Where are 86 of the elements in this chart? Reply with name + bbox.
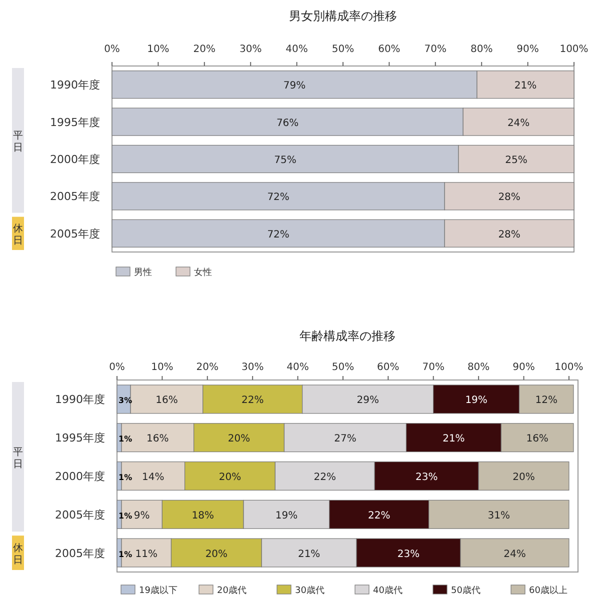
y-tick-label: 1990年度 [50, 78, 100, 92]
data-label: 31% [488, 510, 510, 522]
x-tick-label: 30% [241, 362, 264, 373]
y-tick-label: 2000年度 [55, 470, 105, 483]
data-label: 25% [505, 155, 528, 166]
data-label: 19% [275, 510, 298, 522]
legend-label: 40歳代 [373, 585, 402, 596]
text: 平日 [13, 446, 23, 470]
y-tick-label: 2005年度 [50, 190, 100, 204]
data-label: 11% [135, 548, 158, 560]
text: 休日 [13, 223, 23, 246]
x-tick-label: 0% [104, 44, 120, 55]
chart-title: 男女別構成率の推移 [289, 9, 397, 23]
x-tick-label: 70% [422, 362, 444, 373]
x-tick-label: 0% [109, 362, 125, 373]
legend-label: 19歳以下 [139, 585, 178, 596]
x-tick-label: 80% [470, 44, 493, 55]
x-tick-label: 90% [512, 362, 535, 373]
text: 休日 [13, 542, 23, 566]
x-tick-label: 70% [424, 44, 447, 55]
x-tick-label: 100% [560, 44, 588, 55]
data-label: 20% [228, 434, 250, 445]
text: 平日 [13, 130, 23, 154]
data-label: 20% [218, 472, 242, 483]
data-label: 23% [415, 472, 438, 483]
x-tick-label: 40% [286, 44, 308, 55]
data-label: 24% [507, 118, 530, 129]
data-label: 1% [118, 473, 132, 482]
legend-label: 女性 [194, 267, 212, 278]
y-tick-label: 2000年度 [50, 153, 100, 166]
x-tick-label: 20% [193, 44, 216, 55]
data-label: 19% [465, 395, 488, 406]
y-tick-label: 1990年度 [55, 393, 105, 406]
legend-label: 20歳代 [217, 585, 246, 596]
data-label: 22% [314, 472, 336, 483]
data-label: 20% [205, 548, 228, 560]
data-label: 28% [498, 229, 520, 240]
y-tick-label: 1995年度 [50, 116, 100, 129]
data-label: 76% [276, 118, 299, 129]
x-tick-label: 80% [467, 362, 490, 373]
x-tick-label: 60% [378, 44, 400, 55]
chart-title: 年齢構成率の推移 [300, 329, 396, 343]
data-label: 21% [514, 80, 537, 92]
y-tick-label: 2005年度 [55, 546, 105, 560]
y-tick-label: 2005年度 [50, 227, 100, 240]
data-label: 18% [192, 510, 214, 522]
x-tick-label: 40% [286, 362, 309, 373]
x-tick-label: 100% [554, 362, 584, 373]
data-label: 27% [334, 434, 356, 445]
data-label: 72% [267, 192, 290, 204]
data-label: 3% [118, 396, 132, 406]
data-label: 21% [298, 548, 320, 560]
data-label: 22% [368, 510, 390, 522]
data-label: 1% [118, 434, 132, 444]
data-label: 12% [535, 395, 558, 406]
x-tick-label: 10% [147, 44, 170, 55]
data-label: 21% [442, 434, 465, 445]
data-label: 9% [134, 510, 150, 522]
x-tick-label: 60% [377, 362, 400, 373]
data-label: 28% [498, 192, 520, 204]
y-tick-label: 1995年度 [55, 432, 105, 445]
x-tick-label: 30% [239, 44, 262, 55]
data-label: 72% [267, 229, 290, 240]
legend-label: 30歳代 [295, 585, 324, 596]
x-tick-label: 10% [151, 362, 174, 373]
x-tick-label: 20% [196, 362, 219, 373]
data-label: 1% [118, 511, 132, 520]
x-tick-label: 50% [332, 44, 354, 55]
data-label: 1% [118, 550, 132, 559]
data-label: 16% [156, 395, 178, 406]
data-label: 23% [397, 548, 420, 560]
data-label: 22% [241, 395, 264, 406]
data-label: 75% [274, 155, 296, 166]
data-label: 16% [526, 434, 548, 445]
legend-label: 男性 [134, 267, 152, 278]
legend-label: 60歳以上 [529, 585, 568, 596]
x-tick-label: 90% [516, 44, 539, 55]
data-label: 79% [283, 80, 306, 92]
data-label: 24% [504, 548, 526, 560]
legend-label: 50歳代 [451, 585, 480, 596]
data-label: 14% [142, 472, 164, 483]
data-label: 29% [356, 395, 379, 406]
y-tick-label: 2005年度 [55, 508, 105, 522]
data-label: 16% [146, 434, 169, 445]
data-label: 20% [512, 472, 535, 483]
x-tick-label: 50% [332, 362, 354, 373]
